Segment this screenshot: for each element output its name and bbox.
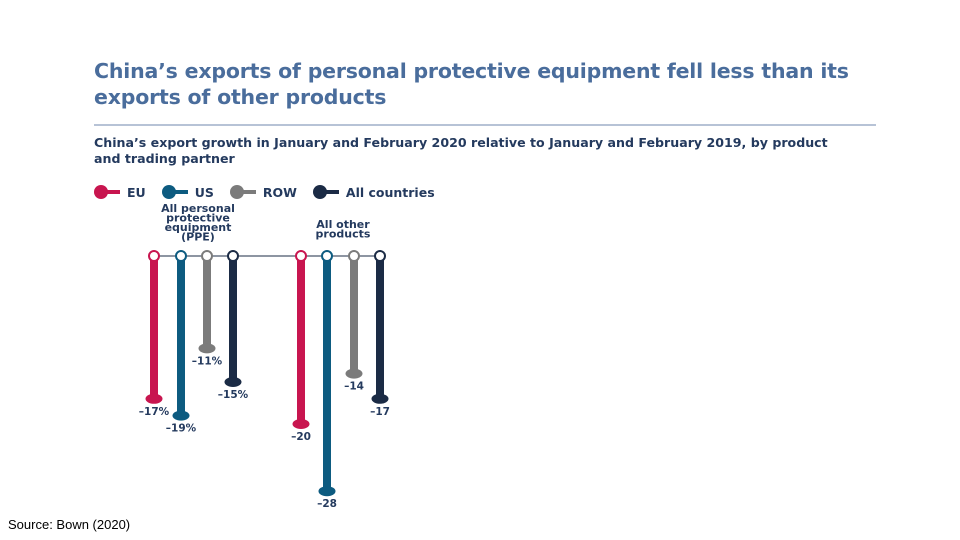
title-divider — [94, 124, 876, 126]
legend-swatch-all-countries — [312, 185, 339, 199]
legend: EU US ROW All countries — [94, 184, 451, 200]
data-label: –14 — [344, 381, 364, 393]
lollipop-top-marker — [148, 250, 160, 262]
data-label: –15% — [218, 389, 249, 401]
lollipop-top-marker — [348, 250, 360, 262]
lollipop-top-marker — [321, 250, 333, 262]
data-label: –11% — [192, 355, 223, 367]
legend-swatch-eu — [94, 185, 120, 199]
chart-title: China’s exports of personal protective e… — [94, 59, 849, 109]
lollipop-end-marker — [198, 343, 216, 354]
legend-swatch-us — [161, 185, 188, 199]
lollipop-end-marker — [318, 486, 336, 497]
data-label: –17 — [370, 406, 390, 418]
data-label: –28 — [317, 498, 337, 510]
legend-label-row: ROW — [262, 184, 297, 200]
chart-subtitle: China’s export growth in January and Feb… — [94, 135, 828, 166]
lollipop-end-marker — [292, 419, 310, 429]
lollipop-end-marker — [145, 393, 163, 404]
category-label: All personal protective equipment (PPE) — [161, 202, 235, 244]
legend-item-all-countries: All countries — [312, 184, 435, 200]
lollipop-end-marker — [371, 393, 389, 404]
legend-item-row: ROW — [229, 184, 297, 200]
category-label: All other products — [316, 218, 371, 241]
data-label: –20 — [291, 431, 311, 443]
legend-label-us: US — [194, 184, 214, 200]
legend-item-us: US — [161, 184, 214, 200]
legend-label-eu: EU — [127, 184, 146, 200]
data-label: –19% — [166, 423, 197, 435]
legend-item-eu: EU — [94, 185, 146, 200]
legend-label-all-countries: All countries — [345, 184, 435, 200]
data-label: –17% — [139, 406, 170, 418]
lollipop-end-marker — [224, 377, 242, 387]
lollipop-top-marker — [295, 250, 307, 262]
lollipop-top-marker — [374, 250, 386, 262]
source-note: Source: Bown (2020) — [8, 517, 131, 532]
legend-swatch-row — [229, 185, 256, 199]
lollipop-top-marker — [175, 250, 187, 262]
lollipop-end-marker — [345, 368, 363, 379]
lollipop-top-marker — [201, 250, 213, 262]
lollipop-end-marker — [172, 410, 190, 421]
lollipop-top-marker — [227, 250, 239, 262]
